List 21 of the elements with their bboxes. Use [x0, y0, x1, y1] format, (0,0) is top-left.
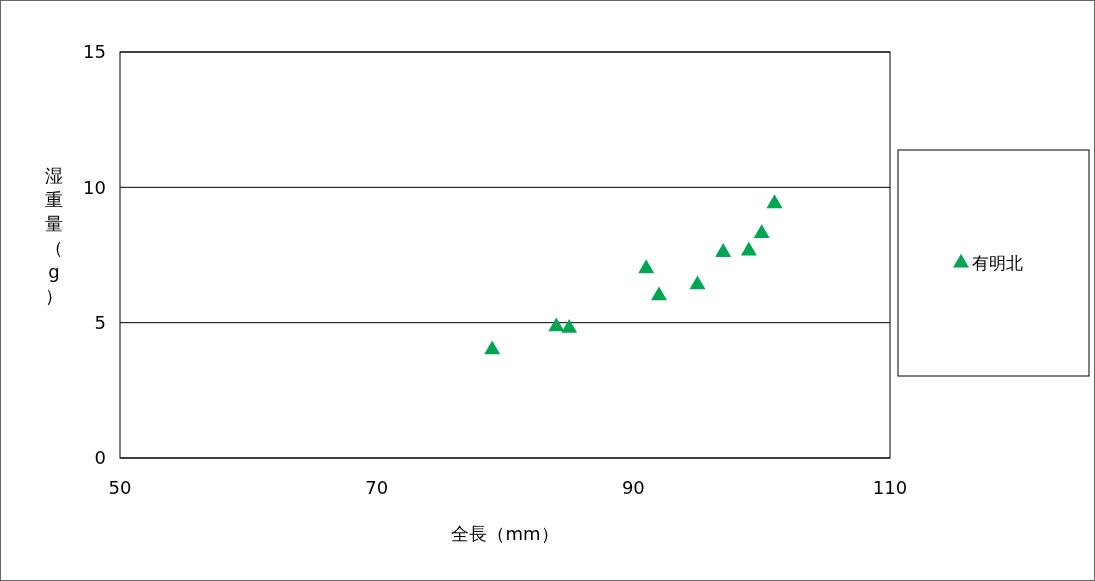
- legend-label: 有明北: [972, 252, 1023, 273]
- x-tick-label: 70: [365, 477, 389, 498]
- point: [689, 275, 706, 290]
- y-tick-label: 15: [83, 41, 106, 63]
- x-axis-title: 全長（mm）: [451, 523, 559, 544]
- point: [561, 318, 578, 333]
- point: [548, 317, 565, 332]
- x-tick-label: 110: [872, 477, 908, 498]
- point: [715, 243, 732, 257]
- x-tick-label: 50: [108, 477, 132, 498]
- point: [484, 340, 501, 355]
- x-tick-label: 90: [621, 477, 645, 498]
- y-axis-title: 湿重量（g）: [45, 165, 63, 306]
- y-tick-label: 5: [94, 311, 106, 333]
- point: [766, 194, 783, 209]
- point: [638, 259, 655, 274]
- y-tick-label: 10: [83, 176, 106, 198]
- point: [740, 241, 757, 256]
- point: [651, 286, 667, 301]
- y-tick-label: 0: [94, 447, 106, 469]
- point: [753, 224, 770, 238]
